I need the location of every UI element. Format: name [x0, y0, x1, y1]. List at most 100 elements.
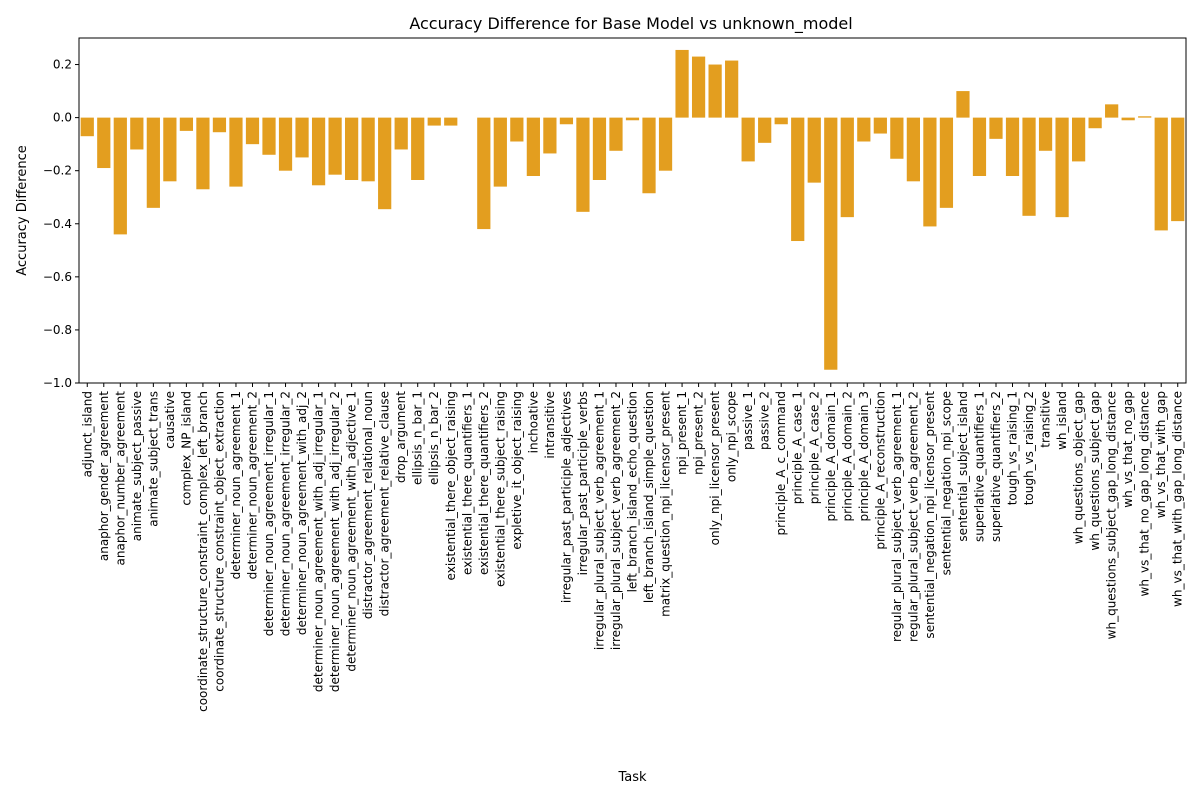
x-tick-label: existential_there_quantifiers_2: [477, 391, 491, 575]
bar-wh_island: [1055, 117, 1069, 218]
x-tick-label: principle_A_case_2: [807, 391, 821, 504]
bar-determiner_noun_agreement_with_adj_irregular_2: [328, 117, 342, 175]
bar-wh_vs_that_with_gap: [1154, 117, 1168, 231]
bar-expletive_it_object_raising: [510, 117, 524, 142]
x-tick-label: only_npi_scope: [725, 391, 739, 482]
bar-ellipsis_n_bar_2: [427, 117, 441, 126]
y-tick-label: −0.8: [43, 323, 72, 337]
x-tick-label: determiner_noun_agreement_irregular_2: [279, 391, 293, 636]
bar-adjunct_island: [80, 117, 94, 137]
y-tick-label: −1.0: [43, 376, 72, 390]
bar-npi_present_1: [675, 49, 689, 118]
x-tick-label: distractor_agreement_relative_clause: [378, 391, 392, 616]
x-tick-label: drop_argument: [394, 391, 408, 483]
bar-regular_plural_subject_verb_agreement_1: [890, 117, 904, 159]
x-tick-label: determiner_noun_agreement_irregular_1: [262, 391, 276, 636]
y-tick-label: 0.0: [53, 111, 72, 125]
x-tick-label: wh_vs_that_with_gap: [1154, 391, 1168, 518]
x-tick-label: determiner_noun_agreement_with_adjective…: [345, 391, 359, 672]
y-axis-label: Accuracy Difference: [15, 145, 30, 276]
x-tick-label: wh_questions_subject_gap_long_distance: [1105, 391, 1119, 639]
x-tick-label: sentential_negation_npi_scope: [939, 391, 953, 575]
bar-left_branch_island_simple_question: [642, 117, 656, 194]
x-tick-label: determiner_noun_agreement_2: [245, 391, 259, 579]
x-tick-label: existential_there_quantifiers_1: [460, 391, 474, 575]
bar-wh_questions_subject_gap_long_distance: [1105, 104, 1119, 118]
x-tick-label: wh_island: [1055, 391, 1069, 450]
x-tick-label: determiner_noun_agreement_with_adj_irreg…: [328, 391, 342, 692]
bar-principle_A_case_2: [807, 117, 821, 183]
bar-coordinate_structure_constraint_object_extraction: [212, 117, 227, 133]
bar-wh_vs_that_with_gap_long_distance: [1171, 117, 1185, 222]
x-tick-label: animate_subject_trans: [146, 391, 160, 527]
chart-title: Accuracy Difference for Base Model vs un…: [409, 14, 852, 34]
bar-npi_present_2: [691, 56, 706, 118]
y-tick-label: −0.6: [43, 270, 72, 284]
x-tick-label: existential_there_subject_raising: [493, 391, 507, 587]
bar-irregular_plural_subject_verb_agreement_1: [592, 117, 607, 180]
x-tick-label: regular_plural_subject_verb_agreement_2: [906, 391, 920, 642]
x-tick-label: ellipsis_n_bar_2: [427, 391, 441, 485]
x-tick-label: existential_there_object_raising: [444, 391, 458, 580]
bar-intransitive: [543, 117, 557, 154]
x-tick-label: principle_A_reconstruction: [873, 391, 887, 550]
x-tick-label: determiner_noun_agreement_with_adj_2: [295, 391, 309, 635]
x-tick-label: principle_A_domain_2: [840, 391, 854, 522]
bar-principle_A_domain_3: [857, 117, 871, 142]
bar-determiner_noun_agreement_with_adj_irregular_1: [311, 117, 326, 186]
x-tick-label: npi_present_2: [692, 391, 706, 475]
y-axis: −1.0 −0.8 −0.6 −0.4 −0.2 0.0 0.2: [43, 58, 79, 390]
x-tick-label: irregular_past_participle_adjectives: [559, 391, 573, 603]
x-tick-label: expletive_it_object_raising: [510, 391, 524, 550]
bar-causative: [163, 117, 177, 182]
x-tick-label: determiner_noun_agreement_with_adj_irreg…: [312, 391, 326, 692]
x-tick-label: tough_vs_raising_1: [1006, 391, 1020, 505]
bar-principle_A_c_command: [774, 117, 788, 125]
x-tick-label: npi_present_1: [675, 391, 689, 475]
x-tick-label: inchoative: [526, 391, 540, 453]
bar-principle_A_case_1: [791, 117, 805, 242]
bar-left_branch_island_echo_question: [625, 117, 640, 121]
y-tick-label: −0.2: [43, 164, 72, 178]
axes-frame: [78, 37, 1187, 384]
x-tick-label: causative: [163, 391, 177, 449]
x-tick-label: sentential_negation_npi_licensor_present: [923, 391, 937, 639]
bar-matrix_question_npi_licensor_present: [658, 117, 673, 171]
x-tick-label: principle_A_domain_1: [824, 391, 838, 522]
bar-distractor_agreement_relational_noun: [361, 117, 375, 182]
bar-anaphor_number_agreement: [113, 117, 127, 235]
bar-ellipsis_n_bar_1: [411, 117, 425, 180]
x-tick-label: transitive: [1039, 391, 1053, 448]
bar-sentential_negation_npi_licensor_present: [923, 117, 937, 227]
y-tick-label: 0.2: [53, 58, 72, 72]
x-tick-label: left_branch_island_simple_question: [642, 391, 656, 603]
bars-group: [80, 49, 1185, 370]
bar-determiner_noun_agreement_irregular_2: [278, 117, 293, 171]
bar-only_npi_licensor_present: [708, 64, 722, 118]
bar-superlative_quantifiers_1: [972, 117, 987, 176]
x-tick-label: irregular_plural_subject_verb_agreement_…: [609, 391, 623, 650]
x-tick-label: principle_A_domain_3: [857, 391, 871, 522]
x-tick-label: wh_vs_that_no_gap_long_distance: [1138, 391, 1152, 596]
bar-anaphor_gender_agreement: [97, 117, 111, 169]
x-tick-label: wh_questions_object_gap: [1072, 391, 1086, 544]
x-tick-label: adjunct_island: [80, 391, 94, 477]
bar-tough_vs_raising_1: [1005, 117, 1020, 176]
x-tick-label: only_npi_licensor_present: [708, 391, 722, 546]
x-tick-label: sentential_subject_island: [956, 391, 970, 542]
bar-complex_NP_island: [179, 117, 194, 131]
bar-animate_subject_passive: [130, 117, 144, 150]
x-axis-label: Task: [617, 770, 647, 785]
bar-only_npi_scope: [725, 60, 739, 118]
x-tick-label: passive_1: [741, 391, 755, 450]
bar-wh_vs_that_no_gap_long_distance: [1138, 116, 1152, 118]
x-tick-label: irregular_past_participle_verbs: [576, 391, 590, 575]
bar-regular_plural_subject_verb_agreement_2: [906, 117, 920, 182]
bar-animate_subject_trans: [146, 117, 160, 208]
bar-irregular_past_participle_adjectives: [559, 117, 574, 125]
x-tick-label: intransitive: [543, 391, 557, 459]
x-tick-label: irregular_plural_subject_verb_agreement_…: [592, 391, 606, 650]
y-tick-label: −0.4: [43, 217, 72, 231]
